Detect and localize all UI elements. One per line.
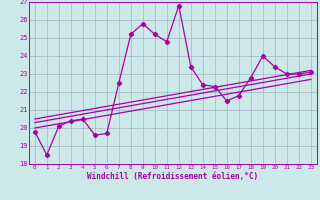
X-axis label: Windchill (Refroidissement éolien,°C): Windchill (Refroidissement éolien,°C) [87, 172, 258, 181]
